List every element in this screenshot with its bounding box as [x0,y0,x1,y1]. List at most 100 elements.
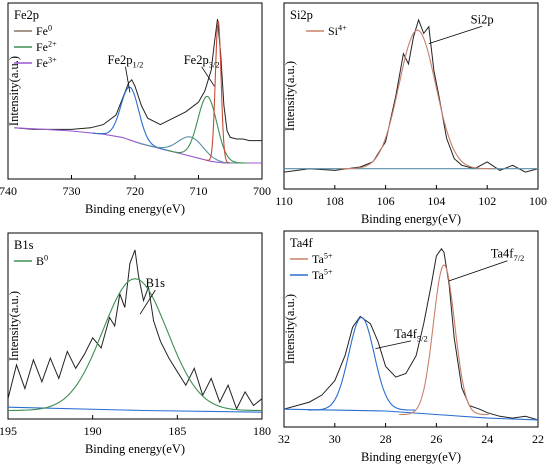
legend-label-main: Fe [36,24,48,38]
x-tick-label: 102 [478,194,496,208]
legend-label-main: Fe [36,56,48,70]
plot-frame [283,230,539,428]
legend-label: Ta5+ [312,267,333,282]
x-axis-label: Binding energy(eV) [361,212,461,226]
x-tick-label: 700 [253,184,271,198]
annotation-label-sub: 3/2 [209,59,220,69]
annotation-label: Fe2p1/2 [108,53,144,70]
series-line-component-3 [137,136,245,164]
plot-area [8,249,262,413]
annotation-label: B1s [146,276,166,290]
annotation-leader [139,289,156,315]
legend-label: Fe2+ [36,39,57,54]
legend-label: Fe3+ [36,55,57,70]
annotation-label-main: Fe2p [184,53,209,67]
y-axis-label: Intensity(a.u.) [283,61,297,131]
legend-label-main: Ta [312,268,324,282]
x-axis-label: Binding energy(eV) [85,202,185,216]
legend-label-sup: 0 [48,23,52,32]
legend-label-main: Fe [36,40,48,54]
legend-label: Ta5+ [312,251,333,266]
annotation-label: Fe2p3/2 [184,53,220,70]
series-line-component-2 [92,86,168,151]
panel-label: B1s [14,238,34,252]
plot-area [284,247,538,421]
legend-label-sup: 3+ [48,55,57,64]
annotation-leader [448,260,508,282]
series-line-raw-0 [284,247,538,421]
legend-label-sup: 0 [44,253,48,262]
x-tick-label: 100 [529,194,547,208]
annotation-label-main: B1s [146,276,166,290]
x-tick-label: 185 [168,424,186,438]
x-tick-label: 24 [481,432,493,446]
legend-label-sup: 4+ [338,23,347,32]
legend-label-sup: 5+ [324,251,333,260]
series-line-background-1 [8,406,262,413]
series-line-background-1 [284,408,538,421]
series-line-component-2 [399,264,489,416]
annotation-label-main: Fe2p [108,53,133,67]
x-tick-label: 30 [329,432,341,446]
annotation-label-sub: 7/2 [513,253,524,263]
x-tick-label: 26 [430,432,442,446]
legend-label: Si4+ [328,23,347,38]
panel-fe2p: 740 730 720 710 700 Binding energy(eV) Intensi… [0,2,271,216]
x-tick-label: 22 [532,432,544,446]
plot-area [284,18,538,173]
panel-label: Si2p [290,8,313,22]
plot-area [14,18,262,164]
series-line-component-2 [8,278,262,412]
legend-label-sup: 5+ [324,267,333,276]
x-tick-label: 104 [427,194,445,208]
annotation-leader [428,25,483,44]
legend-label-main: Si [328,24,339,38]
annotation-label-main: Si2p [471,12,494,26]
x-axis-label: Binding energy(eV) [361,450,461,464]
series-line-component-2 [340,29,495,170]
x-tick-label: 710 [190,184,208,198]
series-line-component-3 [308,316,415,411]
series-line-raw-0 [284,18,538,173]
plot-frame [283,2,539,190]
x-tick-label: 720 [126,184,144,198]
series-line-background-1 [14,127,262,164]
plot-frame [7,232,263,420]
panel-ta4f: 32 30 28 26 24 22 Binding energy(eV) Intensity(… [278,230,544,464]
x-tick-label: 32 [278,432,290,446]
legend-label-main: B [36,254,44,268]
annotation-leader [125,66,131,93]
y-axis-label: Intensity(a.u.) [7,291,21,361]
x-tick-label: 108 [326,194,344,208]
x-tick-label: 195 [0,424,17,438]
x-tick-label: 28 [380,432,392,446]
annotation-label-main: Ta4f [394,327,418,341]
x-tick-label: 190 [84,424,102,438]
annotation-leader [201,66,215,87]
panel-label: Ta4f [290,236,314,250]
x-tick-label: 106 [377,194,395,208]
panel-si2p: 110 108 106 104 102 100 Binding energy(eV) Inte… [275,2,547,226]
x-tick-label: 180 [253,424,271,438]
legend-label-main: Ta [312,252,324,266]
series-line-component-5 [206,20,231,164]
series-line-raw-0 [14,18,262,142]
series-line-raw-0 [8,249,262,411]
annotation-label-sub: 5/2 [417,333,428,343]
y-axis-label: Intensity(a.u.) [283,294,297,364]
x-tick-label: 740 [0,184,17,198]
annotation-leader [375,340,412,349]
panel-b1s: 195 190 185 180 Binding energy(eV) Intensity(… [0,232,271,456]
legend-label-sup: 2+ [48,39,57,48]
y-axis-label: Intensity(a.u.) [7,56,21,126]
legend-label: B0 [36,253,48,268]
annotation-label: Ta4f5/2 [394,327,428,344]
legend-label: Fe0 [36,23,52,38]
x-tick-label: 730 [63,184,81,198]
x-axis-label: Binding energy(eV) [85,442,185,456]
annotation-label-sub: 1/2 [133,59,144,69]
annotation-label: Si2p [471,12,494,26]
x-tick-label: 110 [275,194,293,208]
annotation-label: Ta4f7/2 [491,247,525,264]
